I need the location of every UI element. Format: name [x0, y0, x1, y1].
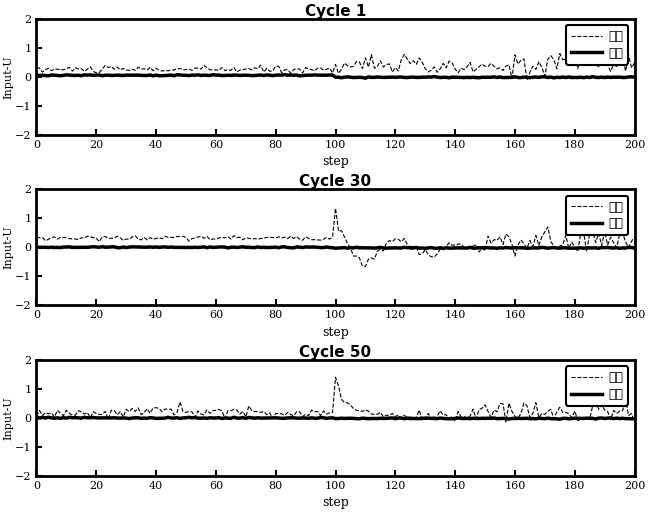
- 一维: [631, 234, 639, 240]
- 二维: [86, 415, 94, 421]
- 二维: [99, 244, 106, 250]
- 二维: [32, 414, 40, 420]
- 一维: [356, 59, 363, 65]
- 一维: [36, 65, 43, 71]
- 二维: [254, 244, 262, 250]
- 二维: [36, 415, 43, 421]
- 二维: [36, 244, 43, 250]
- 二维: [251, 415, 259, 421]
- 一维: [358, 263, 366, 269]
- 二维: [32, 244, 40, 250]
- Y-axis label: Input-U: Input-U: [4, 396, 14, 440]
- 一维: [251, 235, 259, 242]
- 二维: [251, 72, 259, 78]
- Title: Cycle 1: Cycle 1: [305, 4, 366, 19]
- Y-axis label: Input-U: Input-U: [4, 55, 14, 98]
- Line: 二维: 二维: [36, 417, 635, 419]
- 二维: [631, 416, 639, 422]
- 一维: [332, 374, 339, 380]
- Line: 二维: 二维: [36, 247, 635, 248]
- 二维: [281, 71, 289, 77]
- 二维: [284, 415, 291, 421]
- Legend: 一维, 二维: 一维, 二维: [566, 366, 628, 406]
- Legend: 一维, 二维: 一维, 二维: [566, 25, 628, 65]
- X-axis label: step: step: [322, 326, 349, 339]
- 一维: [631, 419, 639, 425]
- 二维: [556, 416, 564, 422]
- 一维: [358, 408, 366, 415]
- Line: 一维: 一维: [36, 377, 635, 422]
- 一维: [32, 234, 40, 240]
- 一维: [586, 230, 594, 236]
- 一维: [251, 408, 259, 415]
- 二维: [586, 245, 594, 251]
- 一维: [361, 263, 369, 269]
- 二维: [36, 72, 43, 78]
- 一维: [523, 77, 531, 84]
- X-axis label: step: step: [322, 155, 349, 168]
- Line: 一维: 一维: [36, 208, 635, 266]
- 一维: [284, 235, 291, 242]
- 一维: [36, 235, 43, 241]
- Line: 二维: 二维: [36, 74, 635, 78]
- 二维: [586, 74, 594, 81]
- X-axis label: step: step: [322, 496, 349, 509]
- 一维: [284, 67, 291, 73]
- 一维: [631, 60, 639, 66]
- 一维: [86, 415, 94, 421]
- Title: Cycle 50: Cycle 50: [299, 345, 372, 360]
- 一维: [586, 60, 594, 66]
- 一维: [32, 413, 40, 419]
- 一维: [86, 64, 94, 70]
- 一维: [36, 407, 43, 413]
- 一维: [583, 416, 591, 422]
- 二维: [583, 415, 591, 421]
- 一维: [32, 64, 40, 70]
- Y-axis label: Input-U: Input-U: [4, 226, 14, 269]
- 二维: [32, 72, 40, 78]
- 二维: [358, 74, 366, 81]
- 二维: [631, 74, 639, 80]
- 二维: [361, 75, 369, 81]
- 二维: [356, 416, 363, 422]
- Title: Cycle 30: Cycle 30: [299, 174, 372, 189]
- 一维: [332, 205, 339, 211]
- 二维: [86, 244, 94, 250]
- 二维: [439, 245, 447, 251]
- 二维: [287, 72, 295, 78]
- Line: 一维: 一维: [36, 48, 635, 81]
- 一维: [284, 409, 291, 416]
- 一维: [251, 65, 259, 71]
- Legend: 一维, 二维: 一维, 二维: [566, 195, 628, 235]
- 二维: [287, 245, 295, 251]
- 一维: [583, 45, 591, 51]
- 一维: [86, 234, 94, 240]
- 二维: [358, 245, 366, 251]
- 二维: [631, 245, 639, 251]
- 二维: [86, 72, 94, 78]
